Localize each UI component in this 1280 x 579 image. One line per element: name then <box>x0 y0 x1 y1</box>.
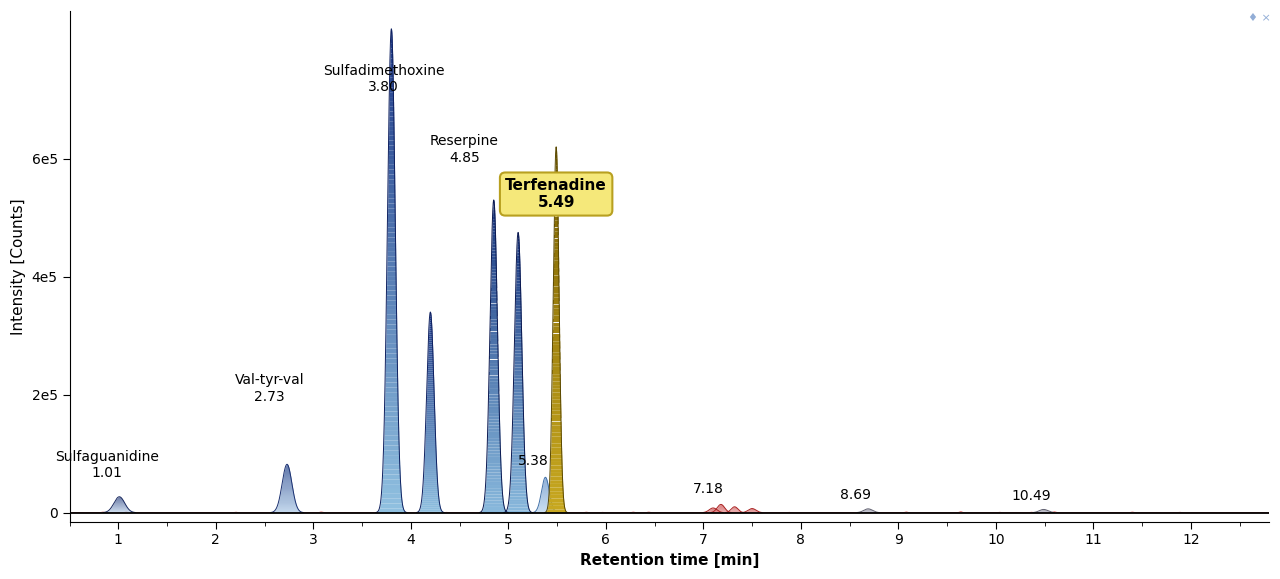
Text: Sulfadimethoxine
3.80: Sulfadimethoxine 3.80 <box>323 64 444 94</box>
Text: Val-tyr-val
2.73: Val-tyr-val 2.73 <box>234 373 305 404</box>
Text: Reserpine
4.85: Reserpine 4.85 <box>430 134 499 164</box>
Text: Sulfaguanidine
1.01: Sulfaguanidine 1.01 <box>55 450 159 480</box>
X-axis label: Retention time [min]: Retention time [min] <box>580 553 759 568</box>
Y-axis label: Intensity [Counts]: Intensity [Counts] <box>12 198 26 335</box>
Text: 10.49: 10.49 <box>1011 489 1051 503</box>
Text: 8.69: 8.69 <box>840 488 870 502</box>
Text: 7.18: 7.18 <box>692 482 723 496</box>
Text: Terfenadine
5.49: Terfenadine 5.49 <box>506 178 607 210</box>
Text: ♦ ×: ♦ × <box>1248 13 1271 23</box>
Text: 5.38: 5.38 <box>518 455 549 468</box>
